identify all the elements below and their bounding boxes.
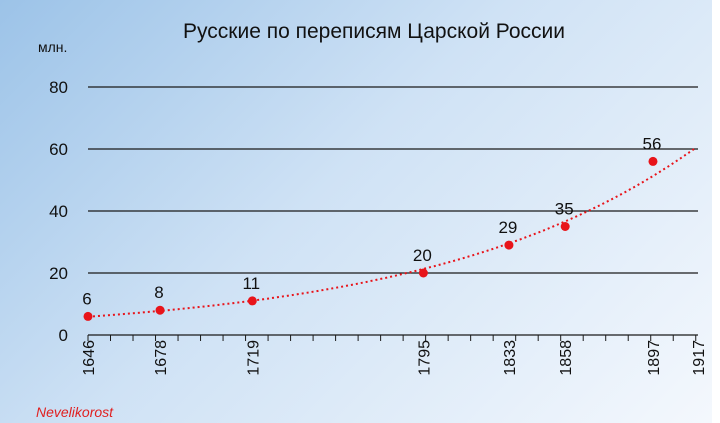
x-tick-labels: 1646 1678 1719 1795 1833 1858 1897 1917 [81,340,708,376]
x-tick-1897: 1897 [646,340,663,376]
data-point-1678 [155,305,165,315]
data-label-1858: 35 [555,200,574,219]
data-label-1897: 56 [643,134,662,153]
trend-line [87,146,697,318]
grid-lines [88,86,698,274]
y-tick-20: 20 [49,264,68,283]
y-tick-labels: 0 20 40 60 80 [49,78,68,345]
data-labels: 6 8 11 20 29 35 56 [82,134,661,308]
data-label-1795: 20 [413,246,432,265]
x-tick-1646: 1646 [81,340,98,376]
y-tick-0: 0 [59,326,68,345]
x-axis [87,334,698,341]
data-point-1646 [83,311,93,321]
x-tick-1719: 1719 [245,340,262,376]
y-axis-unit: млн. [38,39,67,55]
data-points [83,156,658,321]
data-point-1795 [418,268,428,278]
chart-title: Русские по переписям Царской России [183,20,565,43]
x-tick-1795: 1795 [416,340,433,376]
data-label-1646: 6 [82,289,91,308]
x-tick-1858: 1858 [558,340,575,376]
data-label-1678: 8 [154,283,163,302]
x-tick-1678: 1678 [153,340,170,376]
x-tick-1917: 1917 [691,340,708,376]
data-label-1833: 29 [498,218,517,237]
y-tick-80: 80 [49,78,68,97]
data-point-1833 [504,240,514,250]
data-point-1897 [648,156,658,166]
watermark: Nevelikorost [36,404,114,420]
y-tick-40: 40 [49,202,68,221]
data-point-1719 [247,296,257,306]
y-tick-60: 60 [49,140,68,159]
data-label-1719: 11 [242,274,260,293]
x-tick-1833: 1833 [502,340,519,376]
data-point-1858 [560,222,570,231]
